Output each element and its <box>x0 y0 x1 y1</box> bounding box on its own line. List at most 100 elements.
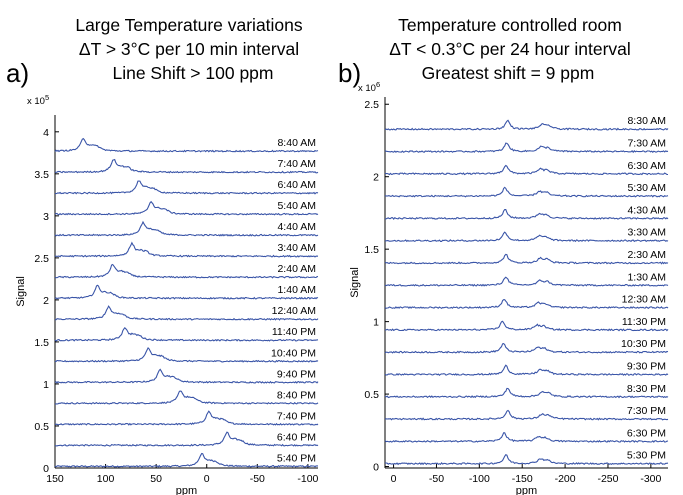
trace-time-label: 7:30 AM <box>627 138 666 150</box>
x-tick-label: 50 <box>150 473 162 485</box>
trace-time-label: 9:40 PM <box>277 368 316 380</box>
trace-time-label: 10:40 PM <box>271 347 316 359</box>
panel-a-heading-line-3: Line Shift > 100 ppm <box>112 63 273 83</box>
panel-b-heading-line-1: Temperature controlled room <box>398 15 622 35</box>
spectrum-trace-4 <box>384 364 669 376</box>
spectrum-trace-7 <box>54 305 319 321</box>
trace-time-label: 5:40 PM <box>277 452 316 464</box>
y-multiplier-label: x 106 <box>358 80 380 94</box>
y-tick-label: 0.5 <box>34 421 49 433</box>
spectrum-trace-14 <box>54 158 319 174</box>
y-tick-label: 1 <box>373 317 379 329</box>
x-tick-label: -250 <box>597 473 618 485</box>
y-tick-label: 1.5 <box>364 244 379 256</box>
spectrum-trace-15 <box>54 137 319 153</box>
trace-time-label: 8:30 AM <box>627 115 666 127</box>
trace-time-label: 11:40 PM <box>272 326 316 338</box>
trace-time-label: 8:40 PM <box>277 389 316 401</box>
spectrum-trace-14 <box>384 142 669 154</box>
y-tick-label: 2 <box>373 172 379 184</box>
trace-time-label: 5:40 AM <box>277 200 316 212</box>
spectrum-trace-9 <box>384 253 669 265</box>
y-tick-label: 0 <box>43 463 49 475</box>
spectrum-trace-9 <box>54 263 319 279</box>
x-tick-label: 0 <box>204 473 210 485</box>
trace-time-label: 1:40 AM <box>277 284 316 296</box>
x-axis-label: ppm <box>176 485 197 495</box>
y-tick-label: 1 <box>43 379 49 391</box>
panel-a-plot: 150 100 50 0 -50 -100 0 0.5 1 1.5 2 2.5 3 3.5 4 ppm Sign… <box>15 93 319 495</box>
trace-time-label: 7:30 PM <box>627 405 666 417</box>
panel-a-letter: a) <box>6 58 29 88</box>
panel-a-heading-line-2: ΔT > 3°C per 10 min interval <box>79 39 299 59</box>
panel-b-heading-line-2: ΔT < 0.3°C per 24 hour interval <box>389 39 631 59</box>
spectrum-trace-13 <box>55 180 319 195</box>
trace-time-label: 3:30 AM <box>627 227 666 239</box>
y-tick-label: 0.5 <box>364 389 379 401</box>
trace-time-label: 2:30 AM <box>627 249 666 261</box>
panel-a-heading-line-1: Large Temperature variations <box>75 15 303 35</box>
trace-time-label: 11:30 PM <box>622 316 666 328</box>
y-multiplier-label: x 105 <box>27 93 49 107</box>
x-tick-label: 100 <box>97 473 115 485</box>
spectrum-trace-11 <box>384 209 669 220</box>
trace-time-label: 2:40 AM <box>277 263 316 275</box>
trace-time-label: 7:40 PM <box>277 410 316 422</box>
spectrum-trace-13 <box>384 164 668 176</box>
trace-time-label: 6:30 AM <box>627 160 666 172</box>
x-tick-label: -100 <box>469 473 490 485</box>
spectrum-trace-0 <box>384 454 669 466</box>
x-tick-label: -300 <box>640 473 661 485</box>
trace-time-label: 3:40 AM <box>277 242 316 254</box>
spectrum-trace-1 <box>384 432 669 443</box>
spectrum-trace-5 <box>54 346 319 363</box>
trace-time-label: 6:40 PM <box>277 431 316 443</box>
x-tick-label: -150 <box>512 473 533 485</box>
spectrum-trace-6 <box>54 326 319 342</box>
trace-time-label: 10:30 PM <box>621 338 666 350</box>
panel-b-heading-line-3: Greatest shift = 9 ppm <box>422 63 595 83</box>
y-axis-label: Signal <box>349 267 361 298</box>
x-tick-label: 0 <box>391 473 397 485</box>
x-tick-label: -200 <box>555 473 576 485</box>
spectrum-trace-12 <box>54 200 319 216</box>
trace-time-label: 12:40 AM <box>272 305 316 317</box>
spectrum-trace-1 <box>54 431 319 447</box>
spectrum-trace-11 <box>54 220 319 237</box>
spectrum-trace-12 <box>384 186 669 198</box>
y-tick-label: 0 <box>373 462 379 474</box>
x-tick-label: 150 <box>46 473 64 485</box>
y-tick-label: 3.5 <box>34 169 49 181</box>
trace-time-label: 8:30 PM <box>627 383 666 395</box>
spectrum-trace-3 <box>55 390 319 405</box>
trace-time-label: 7:40 AM <box>277 158 316 170</box>
trace-time-label: 5:30 PM <box>627 450 666 462</box>
trace-time-label: 1:30 AM <box>627 271 666 283</box>
panel-b-letter: b) <box>338 58 361 88</box>
spectrum-trace-15 <box>384 119 669 131</box>
trace-time-label: 4:30 AM <box>627 204 666 216</box>
y-tick-label: 2.5 <box>364 99 379 111</box>
panel-b-plot: 0 -50 -100 -150 -200 -250 -300 0 0.5 1 1.5 2 2.5 ppm S… <box>349 80 669 495</box>
trace-time-label: 9:30 PM <box>627 360 666 372</box>
spectrum-trace-2 <box>54 410 319 426</box>
y-tick-label: 2 <box>43 295 49 307</box>
trace-time-label: 6:30 PM <box>627 427 666 439</box>
trace-time-label: 6:40 AM <box>277 179 316 191</box>
spectrum-trace-10 <box>54 241 319 258</box>
spectrum-trace-4 <box>54 368 319 384</box>
spectrum-trace-2 <box>384 409 669 421</box>
spectrum-trace-10 <box>384 231 669 243</box>
y-tick-label: 3 <box>43 211 49 223</box>
y-tick-label: 1.5 <box>34 337 49 349</box>
spectrum-trace-8 <box>54 284 319 300</box>
spectrum-trace-6 <box>384 320 669 332</box>
trace-time-label: 12:30 AM <box>622 294 666 306</box>
x-tick-label: -50 <box>429 473 444 485</box>
spectrum-trace-8 <box>384 276 669 287</box>
y-axis-label: Signal <box>15 276 27 307</box>
trace-time-label: 8:40 AM <box>277 137 316 149</box>
trace-time-label: 5:30 AM <box>627 182 666 194</box>
spectrum-trace-7 <box>384 299 669 310</box>
